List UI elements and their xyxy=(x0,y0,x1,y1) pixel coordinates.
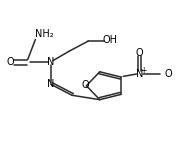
Text: +: + xyxy=(140,66,147,75)
Text: N: N xyxy=(136,69,143,79)
Text: N: N xyxy=(47,57,55,67)
Text: OH: OH xyxy=(103,35,118,45)
Text: O: O xyxy=(136,48,143,58)
Text: NH₂: NH₂ xyxy=(35,29,53,39)
Text: O: O xyxy=(81,80,89,90)
Text: O: O xyxy=(7,57,14,67)
Text: N: N xyxy=(47,79,54,89)
Text: ⁻: ⁻ xyxy=(168,66,172,75)
Text: O: O xyxy=(164,69,172,79)
